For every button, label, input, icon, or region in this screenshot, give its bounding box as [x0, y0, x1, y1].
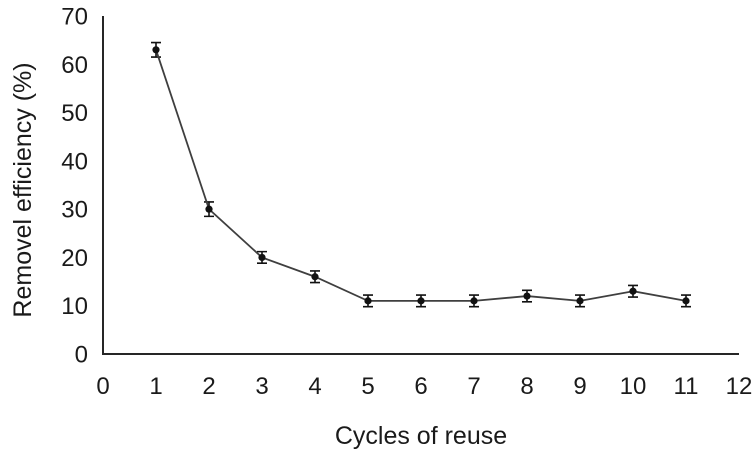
y-tick-label: 70 [61, 4, 88, 31]
y-tick-label: 50 [61, 100, 88, 127]
data-point [417, 297, 425, 305]
x-tick-label: 10 [620, 373, 647, 400]
data-point [523, 292, 531, 300]
data-point [205, 205, 213, 213]
x-tick-label: 11 [674, 373, 699, 400]
x-tick-label: 8 [520, 373, 533, 400]
x-tick-label: 9 [573, 373, 586, 400]
y-tick-label: 40 [61, 148, 88, 175]
x-tick-label: 3 [255, 373, 268, 400]
x-tick-label: 7 [467, 373, 480, 400]
data-point [311, 273, 319, 281]
y-tick-label: 20 [61, 245, 88, 272]
data-point [576, 297, 584, 305]
x-tick-label: 4 [308, 373, 321, 400]
y-tick-label: 10 [61, 293, 88, 320]
data-point [682, 297, 690, 305]
x-tick-label: 2 [202, 373, 215, 400]
axes [102, 16, 739, 355]
x-tick-label: 1 [149, 373, 162, 400]
y-tick-label: 0 [75, 342, 88, 369]
x-tick-label: 0 [96, 373, 109, 400]
data-point [629, 287, 637, 295]
data-line [155, 49, 687, 302]
y-tick-label: 30 [61, 197, 88, 224]
x-tick-label: 12 [726, 373, 753, 400]
data-point [152, 46, 160, 54]
data-point [364, 297, 372, 305]
data-point [258, 253, 266, 262]
x-axis-title: Cycles of reuse [334, 422, 508, 450]
y-axis-title: Removel efficiency (%) [9, 62, 37, 318]
x-tick-label: 6 [414, 373, 427, 400]
x-tick-label: 5 [361, 373, 374, 400]
y-tick-label: 60 [61, 52, 88, 79]
data-point [470, 297, 478, 305]
